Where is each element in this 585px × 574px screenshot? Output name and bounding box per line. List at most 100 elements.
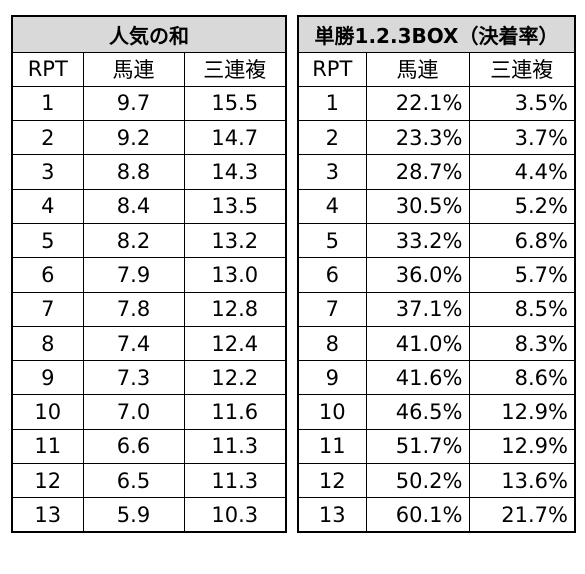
sanrenpuku-cell: 6.8% [468, 222, 576, 259]
umaren-cell: 36.0% [365, 257, 470, 293]
umaren-cell: 41.6% [365, 360, 470, 396]
column-header: 馬連 [82, 51, 185, 87]
rpt-cell: 13 [11, 497, 84, 533]
umaren-cell: 41.0% [365, 325, 470, 362]
umaren-cell: 8.8 [82, 154, 185, 190]
umaren-cell: 23.3% [365, 120, 470, 156]
sanrenpuku-cell: 3.5% [468, 85, 576, 122]
column-header: 馬連 [365, 51, 470, 87]
sanrenpuku-cell: 14.3 [183, 154, 287, 190]
umaren-cell: 6.6 [82, 428, 185, 465]
umaren-cell: 5.9 [82, 497, 185, 533]
sanrenpuku-cell: 14.7 [183, 120, 287, 156]
rpt-cell: 9 [297, 360, 367, 396]
popularity-sum-table: 人気の和 RPT 馬連 三連複 1 9.7 15.5 2 9.2 14.7 3 8.8 14.3… [11, 15, 288, 534]
umaren-cell: 7.0 [82, 394, 185, 430]
umaren-cell: 6.5 [82, 463, 185, 499]
umaren-cell: 22.1% [365, 85, 470, 122]
sanrenpuku-cell: 13.5 [183, 188, 287, 224]
sanrenpuku-cell: 11.6 [183, 394, 287, 430]
table-row: 1 22.1% 3.5% [297, 85, 576, 122]
table-row: 8 41.0% 8.3% [297, 325, 576, 362]
rpt-cell: 8 [11, 325, 84, 362]
rpt-cell: 11 [297, 428, 367, 465]
umaren-cell: 8.2 [82, 222, 185, 259]
rpt-cell: 5 [11, 222, 84, 259]
table-row: 10 7.0 11.6 [11, 394, 287, 430]
rpt-cell: 10 [297, 394, 367, 430]
umaren-cell: 7.4 [82, 325, 185, 362]
umaren-cell: 37.1% [365, 291, 470, 327]
umaren-cell: 8.4 [82, 188, 185, 224]
column-header: RPT [297, 51, 367, 87]
umaren-cell: 60.1% [365, 497, 470, 533]
table-row: 12 50.2% 13.6% [297, 463, 576, 499]
rpt-cell: 13 [297, 497, 367, 533]
umaren-cell: 28.7% [365, 154, 470, 190]
table-row: 7 7.8 12.8 [11, 291, 287, 327]
table-row: 4 8.4 13.5 [11, 188, 287, 224]
rpt-cell: 11 [11, 428, 84, 465]
rpt-cell: 5 [297, 222, 367, 259]
sanrenpuku-cell: 8.6% [468, 360, 576, 396]
rpt-cell: 1 [297, 85, 367, 122]
umaren-cell: 33.2% [365, 222, 470, 259]
umaren-cell: 9.2 [82, 120, 185, 156]
umaren-cell: 7.9 [82, 257, 185, 293]
table-row: 13 60.1% 21.7% [297, 497, 576, 533]
rpt-cell: 10 [11, 394, 84, 430]
table-row: 3 8.8 14.3 [11, 154, 287, 190]
umaren-cell: 7.8 [82, 291, 185, 327]
table-row: 5 33.2% 6.8% [297, 222, 576, 259]
sanrenpuku-cell: 8.3% [468, 325, 576, 362]
rpt-cell: 6 [11, 257, 84, 293]
rpt-cell: 12 [11, 463, 84, 499]
table-row: 11 51.7% 12.9% [297, 428, 576, 465]
table-row: 13 5.9 10.3 [11, 497, 287, 533]
header-row: RPT 馬連 三連複 [297, 51, 576, 87]
table-row: 8 7.4 12.4 [11, 325, 287, 362]
rpt-cell: 2 [11, 120, 84, 156]
sanrenpuku-cell: 11.3 [183, 463, 287, 499]
sanrenpuku-cell: 4.4% [468, 154, 576, 190]
table-row: 11 6.6 11.3 [11, 428, 287, 465]
rpt-cell: 12 [297, 463, 367, 499]
rpt-cell: 3 [297, 154, 367, 190]
sanrenpuku-cell: 15.5 [183, 85, 287, 122]
umaren-cell: 30.5% [365, 188, 470, 224]
rpt-cell: 7 [297, 291, 367, 327]
sanrenpuku-cell: 21.7% [468, 497, 576, 533]
sanrenpuku-cell: 11.3 [183, 428, 287, 465]
rpt-cell: 4 [297, 188, 367, 224]
sanrenpuku-cell: 12.2 [183, 360, 287, 396]
table-row: 9 41.6% 8.6% [297, 360, 576, 396]
sanrenpuku-cell: 12.8 [183, 291, 287, 327]
table-row: 7 37.1% 8.5% [297, 291, 576, 327]
sanrenpuku-cell: 12.9% [468, 394, 576, 430]
sanrenpuku-cell: 3.7% [468, 120, 576, 156]
sanrenpuku-cell: 12.9% [468, 428, 576, 465]
rpt-cell: 9 [11, 360, 84, 396]
rpt-cell: 1 [11, 85, 84, 122]
sanrenpuku-cell: 8.5% [468, 291, 576, 327]
sanrenpuku-cell: 13.6% [468, 463, 576, 499]
table-row: 6 7.9 13.0 [11, 257, 287, 293]
umaren-cell: 46.5% [365, 394, 470, 430]
table-row: 4 30.5% 5.2% [297, 188, 576, 224]
table-body: 1 9.7 15.5 2 9.2 14.7 3 8.8 14.3 4 8.4 13.5 5 8.2 13.2… [11, 85, 287, 533]
table-row: 5 8.2 13.2 [11, 222, 287, 259]
table-row: 2 23.3% 3.7% [297, 120, 576, 156]
column-header: 三連複 [468, 51, 576, 87]
table-row: 9 7.3 12.2 [11, 360, 287, 396]
table-row: 10 46.5% 12.9% [297, 394, 576, 430]
sanrenpuku-cell: 12.4 [183, 325, 287, 362]
column-header: 三連複 [183, 51, 287, 87]
sanrenpuku-cell: 10.3 [183, 497, 287, 533]
rpt-cell: 2 [297, 120, 367, 156]
table-row: 3 28.7% 4.4% [297, 154, 576, 190]
umaren-cell: 9.7 [82, 85, 185, 122]
table-title: 単勝1.2.3BOX（決着率） [297, 15, 576, 53]
win-box-rate-table: 単勝1.2.3BOX（決着率） RPT 馬連 三連複 1 22.1% 3.5% 2 23… [297, 15, 576, 534]
table-body: 1 22.1% 3.5% 2 23.3% 3.7% 3 28.7% 4.4% 4 30.5% 5.2%… [297, 85, 576, 533]
rpt-cell: 6 [297, 257, 367, 293]
